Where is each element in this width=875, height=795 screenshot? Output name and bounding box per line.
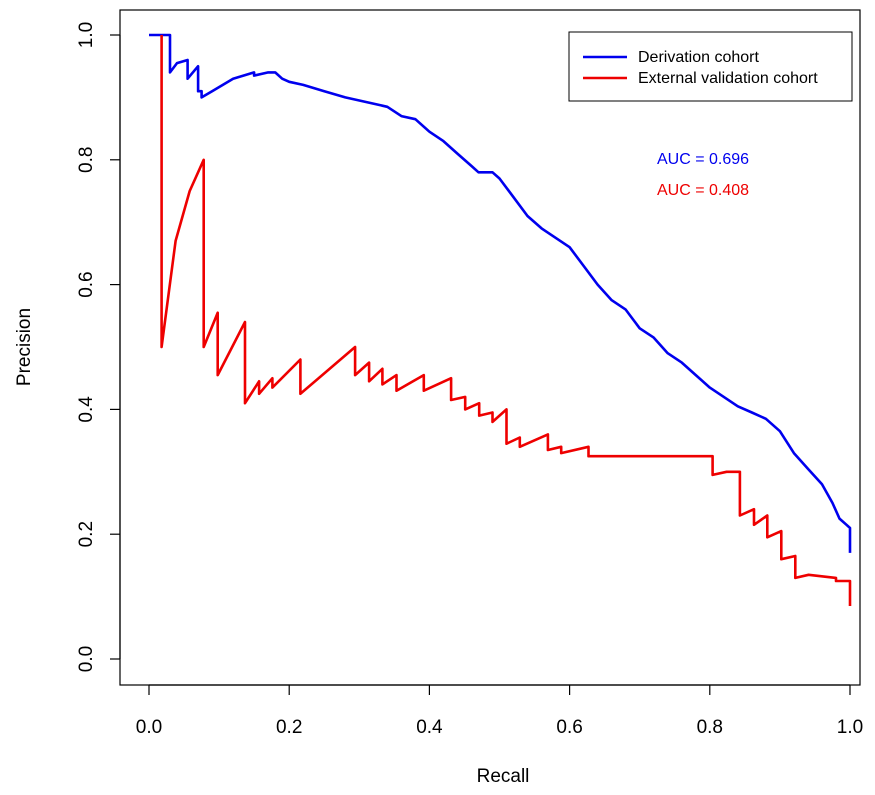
auc-derivation-label: AUC = 0.696 [657,151,749,168]
auc-external-validation-label: AUC = 0.408 [657,182,749,199]
legend: Derivation cohort External validation co… [568,31,853,102]
x-tick-label: 0.8 [697,717,723,738]
y-axis-title: Precision [14,308,35,386]
y-tick-label: 0.6 [76,271,97,297]
x-tick-label: 0.0 [136,717,162,738]
y-tick-label: 0.8 [76,147,97,173]
x-axis: 0.0 0.2 0.4 0.6 0.8 1.0 [136,684,863,738]
legend-label-external-validation: External validation cohort [638,70,818,87]
series-layer [149,33,852,606]
y-tick-label: 0.0 [76,646,97,672]
x-tick-label: 0.6 [556,717,582,738]
series-line-derivation [149,33,852,553]
x-axis-title: Recall [477,766,530,787]
x-tick-label: 0.4 [416,717,443,738]
y-tick-label: 0.4 [76,396,97,423]
y-axis: 0.0 0.2 0.4 0.6 0.8 1.0 [76,22,121,672]
y-tick-label: 0.2 [76,521,97,547]
series-line-external-validation [160,35,852,606]
legend-label-derivation: Derivation cohort [638,49,760,66]
x-tick-label: 1.0 [837,717,863,738]
x-tick-label: 0.2 [276,717,302,738]
y-tick-label: 1.0 [76,22,97,48]
legend-box [568,31,853,102]
